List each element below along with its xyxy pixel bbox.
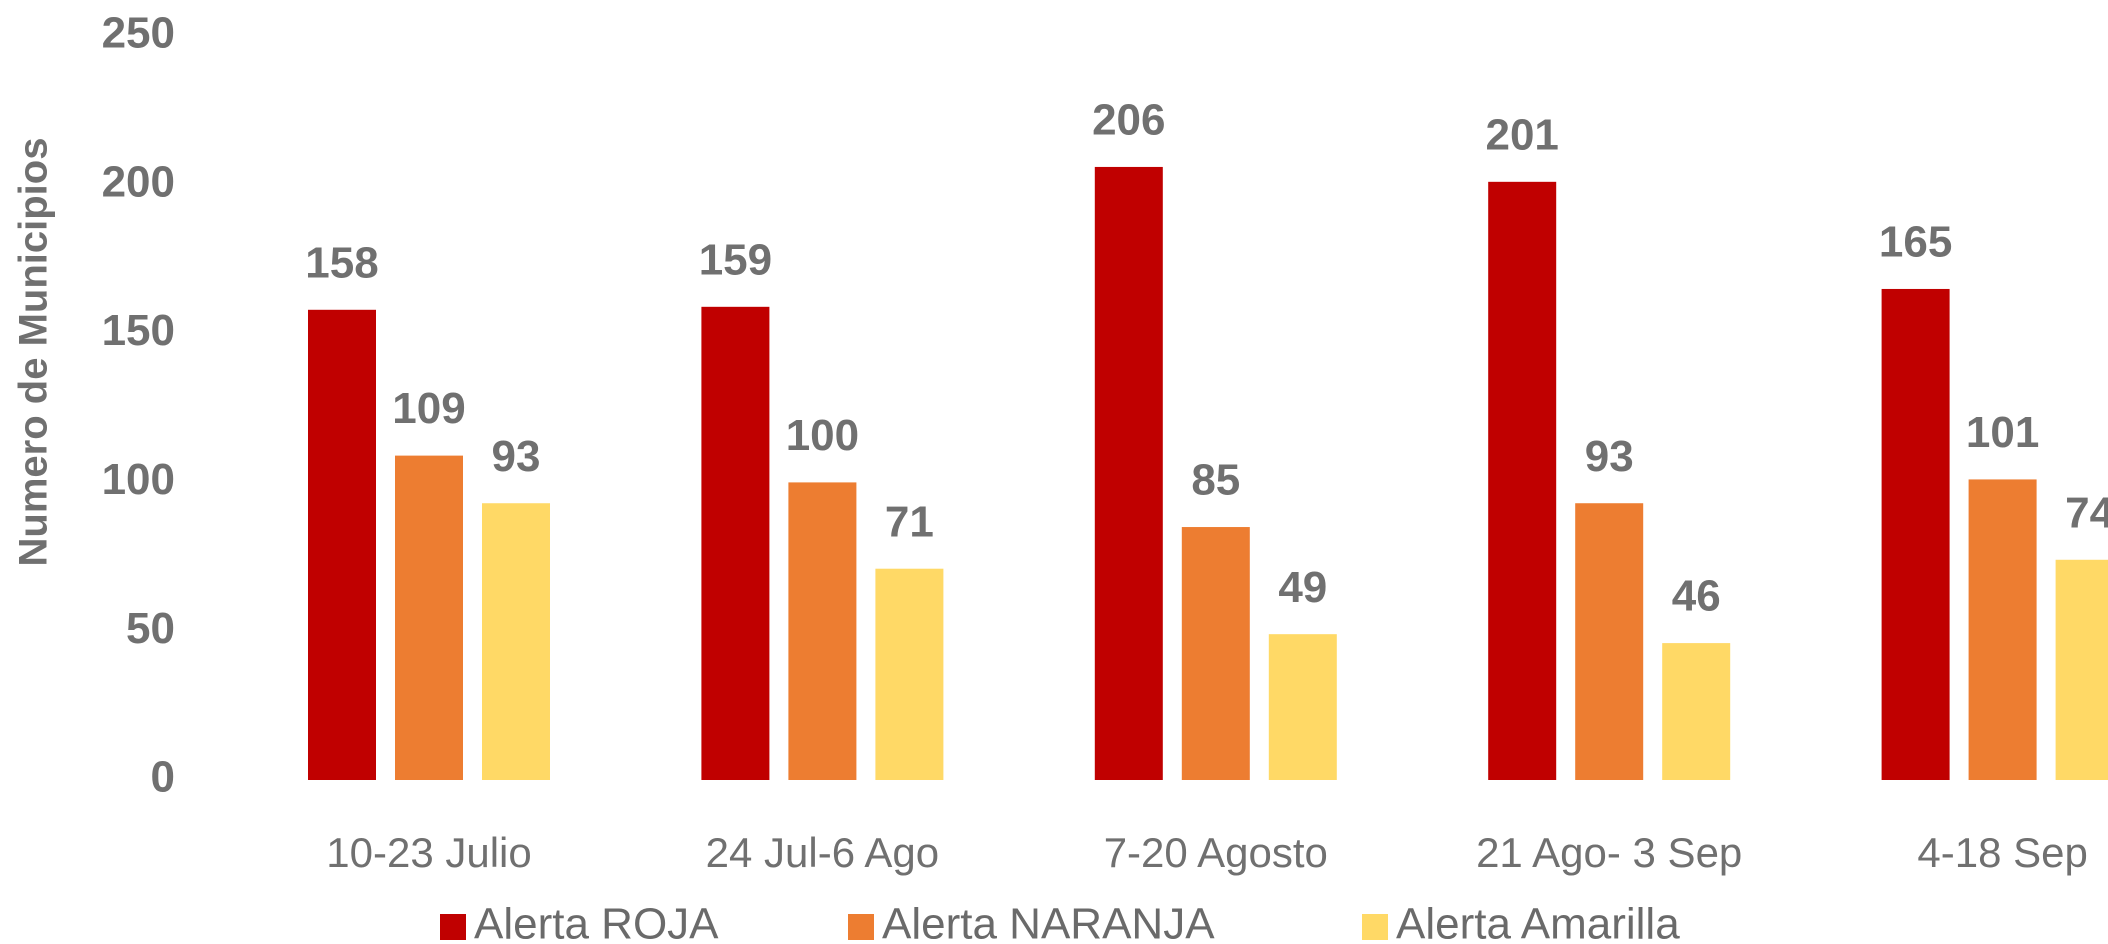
x-tick-label: 21 Ago- 3 Sep [1476,829,1742,876]
data-label: 46 [1672,572,1721,621]
data-label: 93 [492,432,541,481]
data-label: 109 [392,384,465,433]
bar [788,482,857,780]
bar [482,503,550,780]
x-tick-label: 10-23 Julio [326,829,531,876]
legend-swatch [440,914,466,940]
bar [701,306,770,780]
x-tick-label: 4-18 Sep [1917,829,2087,876]
y-tick-label: 200 [102,157,175,206]
bar [1662,643,1731,780]
y-tick-label: 50 [126,604,175,653]
legend-label: Alerta ROJA [474,900,719,944]
data-label: 101 [1966,408,2039,457]
y-tick-label: 100 [102,455,175,504]
legend-label: Alerta NARANJA [882,900,1215,944]
bar [395,455,463,780]
x-tick-label: 7-20 Agosto [1104,829,1328,876]
legend-label: Alerta Amarilla [1396,900,1680,944]
bar [875,568,944,780]
bar [1881,288,1950,780]
data-label: 74 [2065,488,2108,537]
data-label: 165 [1879,218,1952,267]
y-axis-label: Numero de Municipios [12,138,56,567]
data-label: 71 [885,497,934,546]
bar [1575,503,1644,780]
data-label: 49 [1278,563,1327,612]
data-label: 159 [699,235,772,284]
bar [1181,527,1250,780]
legend-swatch [848,914,874,940]
data-label: 93 [1585,432,1634,481]
y-tick-label: 250 [102,9,175,58]
bar [1094,166,1163,781]
bar [1268,634,1337,780]
bar [1968,479,2037,780]
data-label: 85 [1191,456,1240,505]
data-label: 206 [1092,96,1165,145]
bar [1488,181,1557,781]
data-label: 201 [1485,110,1558,159]
y-tick-label: 150 [102,306,175,355]
data-label: 158 [305,238,378,287]
legend-swatch [1362,914,1388,940]
data-label: 100 [786,411,859,460]
bar [308,309,376,780]
y-tick-label: 0 [151,753,175,802]
x-tick-label: 24 Jul-6 Ago [706,829,940,876]
bar [2055,559,2108,780]
